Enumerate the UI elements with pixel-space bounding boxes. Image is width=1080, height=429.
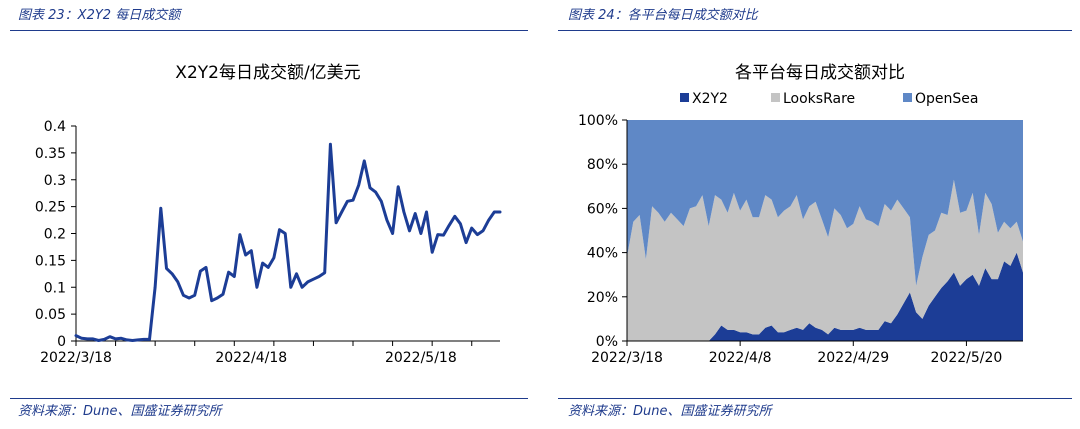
y-tick-label: 0.35 (35, 146, 66, 162)
y-tick-label: 40% (587, 246, 618, 262)
series-group (74, 142, 502, 342)
y-axis-ticks: 0% 20% 40% 60% 80% 100% (578, 113, 627, 350)
right-caption-rule (558, 30, 1072, 31)
y-tick-label: 0.2 (44, 227, 66, 243)
left-caption-rule (10, 30, 528, 31)
right-figure-caption: 图表 24：各平台每日成交额对比 (568, 8, 758, 23)
y-tick-label: 60% (587, 201, 618, 217)
x-tick-label: 2022/5/20 (931, 350, 1003, 366)
y-tick-label: 80% (587, 157, 618, 173)
legend-swatch-x2y2 (680, 93, 689, 102)
chart-title: 各平台每日成交额对比 (735, 63, 905, 83)
legend-label-opensea: OpenSea (915, 91, 978, 107)
area-opensea (627, 120, 1023, 286)
chart-title: X2Y2每日成交额/亿美元 (175, 63, 360, 83)
left-figure-caption: 图表 23：X2Y2 每日成交额 (18, 8, 181, 23)
area-looksrare (627, 179, 1023, 341)
legend: X2Y2 LooksRare OpenSea (680, 91, 978, 107)
x2y2-daily-volume-chart: X2Y2每日成交额/亿美元 0 0.05 0.1 0.15 0.2 0.25 0.3 0.35… (35, 63, 502, 366)
platform-share-chart: 各平台每日成交额对比 X2Y2 LooksRare OpenSea 0% 20% 40%… (578, 63, 1023, 366)
axes (75, 126, 500, 342)
y-tick-label: 0.05 (35, 307, 66, 323)
y-tick-label: 0.15 (35, 253, 66, 269)
y-tick-label: 0 (57, 334, 66, 350)
x-tick-label: 2022/4/29 (817, 350, 889, 366)
legend-label-x2y2: X2Y2 (692, 91, 728, 107)
y-tick-label: 100% (578, 113, 618, 129)
x-tick-label: 2022/3/18 (591, 350, 663, 366)
x-axis-ticks: 2022/3/18 2022/4/18 2022/5/18 (40, 341, 473, 366)
y-tick-label: 20% (587, 290, 618, 306)
stacked-areas (627, 120, 1023, 341)
axes (626, 120, 1023, 342)
y-axis-ticks: 0 0.05 0.1 0.15 0.2 0.25 0.3 0.35 0.4 (35, 119, 76, 350)
legend-swatch-opensea (903, 93, 912, 102)
right-source-note: 资料来源：Dune、国盛证券研究所 (568, 404, 772, 419)
left-source-rule (10, 398, 528, 399)
x-tick-label: 2022/4/18 (215, 350, 287, 366)
y-tick-label: 0.25 (35, 200, 66, 216)
right-source-rule (558, 398, 1072, 399)
y-tick-label: 0.1 (44, 280, 66, 296)
area-x2y2 (627, 252, 1023, 341)
left-source-note: 资料来源：Dune、国盛证券研究所 (18, 404, 222, 419)
y-tick-label: 0.4 (44, 119, 66, 135)
y-tick-label: 0% (596, 334, 618, 350)
legend-label-looksrare: LooksRare (783, 91, 855, 107)
x-tick-label: 2022/3/18 (40, 350, 112, 366)
legend-swatch-looksrare (771, 93, 780, 102)
x-tick-label: 2022/4/8 (709, 350, 772, 366)
x-axis-ticks: 2022/3/18 2022/4/8 2022/4/29 2022/5/20 (591, 341, 1002, 366)
y-tick-label: 0.3 (44, 173, 66, 189)
x-tick-label: 2022/5/18 (385, 350, 457, 366)
series-line-x2y2 (74, 142, 502, 342)
